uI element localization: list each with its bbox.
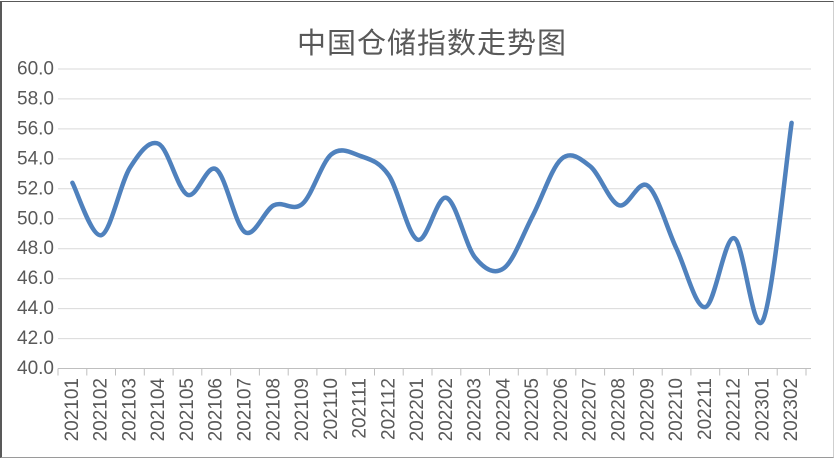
x-axis-label: 202102: [91, 378, 112, 441]
y-axis-label: 46.0: [17, 268, 54, 289]
y-axis-label: 60.0: [17, 59, 54, 80]
y-axis-label: 42.0: [17, 328, 54, 349]
x-axis-label: 202302: [781, 378, 802, 441]
x-axis-label: 202110: [321, 378, 342, 440]
x-axis-label: 202207: [580, 378, 601, 441]
y-axis-label: 40.0: [17, 358, 54, 379]
x-axis-label: 202202: [436, 378, 457, 441]
y-axis-label: 54.0: [17, 148, 54, 169]
x-axis-label: 202206: [551, 378, 572, 441]
x-axis-label: 202208: [609, 378, 630, 441]
index-line-series: [70, 120, 794, 326]
y-axis-label: 44.0: [17, 298, 54, 319]
y-axis-label: 48.0: [17, 238, 54, 259]
y-axis-label: 58.0: [17, 88, 54, 109]
x-axis-label: 202201: [407, 378, 428, 441]
x-axis-label: 202301: [752, 378, 773, 441]
x-axis-label: 202203: [465, 378, 486, 441]
x-axis-label: 202107: [235, 378, 256, 441]
x-axis-label: 202105: [177, 378, 198, 441]
chart-title: 中国仓储指数走势图: [296, 28, 567, 60]
x-axis-label: 202210: [666, 378, 687, 441]
x-axis-label: 202108: [263, 378, 284, 441]
x-axis-label: 202211: [695, 378, 716, 440]
x-axis-label: 202209: [637, 378, 658, 441]
x-axis-label: 202101: [62, 378, 83, 441]
x-axis-label: 202109: [292, 378, 313, 441]
y-axis-label: 50.0: [17, 208, 54, 229]
y-axis-label: 52.0: [17, 178, 54, 199]
y-axis-label: 56.0: [17, 118, 54, 139]
x-axis-label: 202111: [350, 378, 371, 439]
x-axis-label: 202104: [148, 378, 169, 442]
x-axis-label: 202212: [724, 378, 745, 441]
x-axis-label: 202106: [206, 378, 227, 441]
x-axis-label: 202205: [522, 378, 543, 441]
x-axis-label: 202112: [378, 378, 399, 440]
x-axis-label: 202103: [119, 378, 140, 441]
x-axis-label: 202204: [493, 378, 514, 442]
